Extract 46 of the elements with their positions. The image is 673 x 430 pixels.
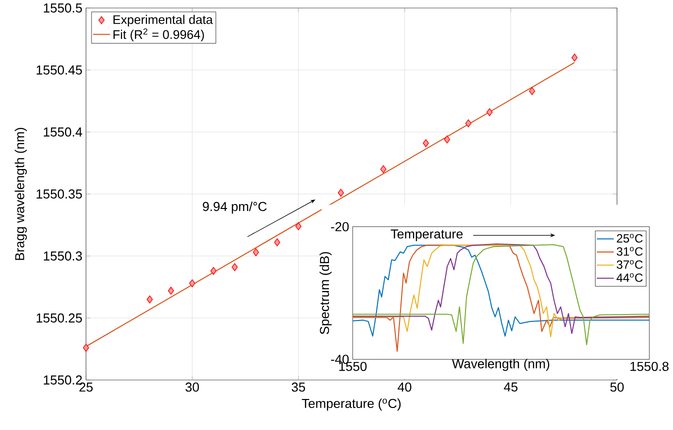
point: [295, 222, 302, 230]
point: [465, 119, 472, 128]
x-axis-title: Temperature ($^{o}$C): [302, 398, 401, 411]
point: [168, 286, 174, 295]
y-tick-label: -20: [331, 222, 349, 232]
x-tick-label: 25: [79, 382, 93, 392]
point: [189, 279, 196, 288]
y-tick-label: 1550.25: [36, 313, 82, 323]
point: [210, 266, 216, 275]
point: [274, 238, 280, 246]
x-tick-label: 40: [398, 382, 412, 392]
legend-label: Experimental data: [114, 14, 213, 27]
y-tick-label: 1550.4: [44, 127, 82, 137]
point: [252, 248, 259, 256]
y-tick-label: 1550.35: [36, 189, 82, 199]
point: [380, 165, 386, 174]
legend-label: 25$^{o}$C: [616, 234, 643, 243]
legend-label: Fit (R$^{2}$ = 0.9964): [114, 28, 204, 42]
legend-label: 31$^{o}$C: [616, 246, 643, 256]
x-tick-label: 1550: [339, 362, 367, 371]
point: [232, 263, 238, 272]
point: [571, 54, 578, 62]
y-tick-label: 1550.3: [44, 251, 82, 261]
point: [422, 139, 429, 148]
x-tick-label: 50: [610, 382, 624, 392]
legend-label: 37$^{o}$C: [616, 260, 643, 269]
y-axis-title: Bragg wavelength (nm): [14, 128, 27, 260]
y-tick-label: 1550.5: [44, 3, 82, 13]
y-axis-title: Spectrum (dB): [320, 252, 332, 334]
point: [338, 188, 344, 197]
x-tick-label: 1550.8: [630, 362, 669, 371]
point: [444, 135, 450, 144]
x-tick-label: 35: [292, 382, 306, 392]
annotation: Temperature: [390, 230, 463, 242]
point: [529, 87, 536, 96]
y-tick-label: 1550.45: [36, 65, 82, 75]
x-tick-label: 30: [186, 382, 199, 392]
legend-label: 44$^{o}$C: [616, 273, 643, 282]
y-tick-label: 1550.2: [44, 375, 82, 385]
point: [146, 295, 153, 304]
point: [82, 344, 90, 352]
annotation: 9.94 pm/°C: [202, 202, 267, 214]
x-tick-label: 45: [504, 382, 518, 392]
x-axis-title: Wavelength (nm): [452, 358, 550, 371]
point: [486, 108, 493, 116]
y-tick-label: -40: [331, 354, 349, 364]
